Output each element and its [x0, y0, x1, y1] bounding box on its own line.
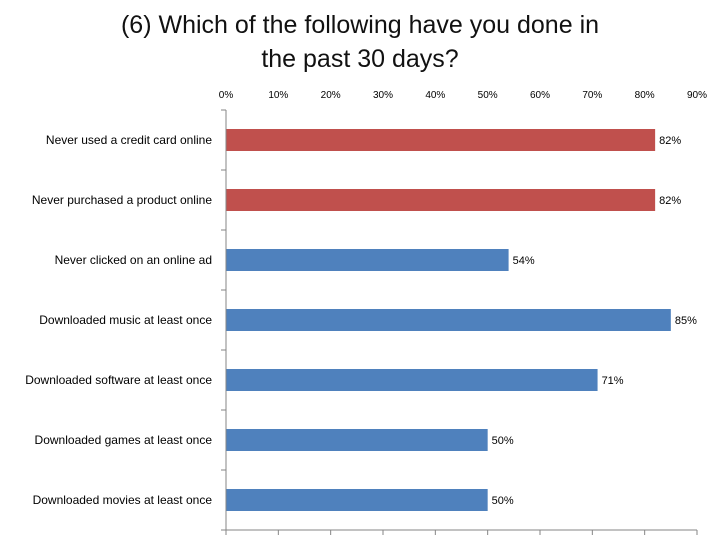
x-tick-label: 20%: [321, 90, 341, 101]
bar: [226, 249, 509, 271]
bar: [226, 429, 488, 451]
data-label: 50%: [492, 435, 514, 447]
category-label: Never clicked on an online ad: [55, 253, 212, 267]
chart-title: (6) Which of the following have you done…: [0, 8, 720, 76]
category-label: Downloaded movies at least once: [33, 493, 213, 507]
bar: [226, 489, 488, 511]
bar: [226, 189, 656, 211]
x-tick-label: 50%: [478, 90, 498, 101]
data-label: 82%: [659, 135, 681, 147]
data-label: 82%: [659, 195, 681, 207]
chart-title-line-1: (6) Which of the following have you done…: [120, 11, 600, 39]
data-label: 85%: [675, 315, 697, 327]
x-tick-label: 10%: [268, 90, 288, 101]
x-tick-label: 0%: [219, 90, 234, 101]
bar: [226, 309, 671, 331]
x-tick-label: 80%: [635, 90, 655, 101]
data-label: 71%: [602, 375, 624, 387]
x-tick-label: 60%: [530, 90, 550, 101]
bar: [226, 369, 598, 391]
x-tick-label: 40%: [425, 90, 445, 101]
data-label: 54%: [513, 255, 535, 267]
category-label: Never used a credit card online: [46, 133, 212, 147]
x-tick-label: 70%: [582, 90, 602, 101]
category-label: Downloaded software at least once: [25, 373, 212, 387]
y-axis: Never used a credit card online Never pur…: [25, 109, 227, 531]
category-label: Downloaded games at least once: [35, 433, 213, 447]
bars: 82% 82% 54% 85% 71% 50% 50%: [226, 129, 697, 511]
bar: [226, 129, 656, 151]
x-tick-label: 90%: [687, 90, 707, 101]
x-tick-label: 30%: [373, 90, 393, 101]
category-label: Downloaded music at least once: [39, 313, 212, 327]
data-label: 50%: [492, 495, 514, 507]
x-axis: 0% 10% 20% 30% 40% 50% 60% 70% 80% 90%: [219, 90, 707, 535]
chart-title-line-2: the past 30 days?: [261, 45, 459, 73]
category-label: Never purchased a product online: [32, 193, 212, 207]
